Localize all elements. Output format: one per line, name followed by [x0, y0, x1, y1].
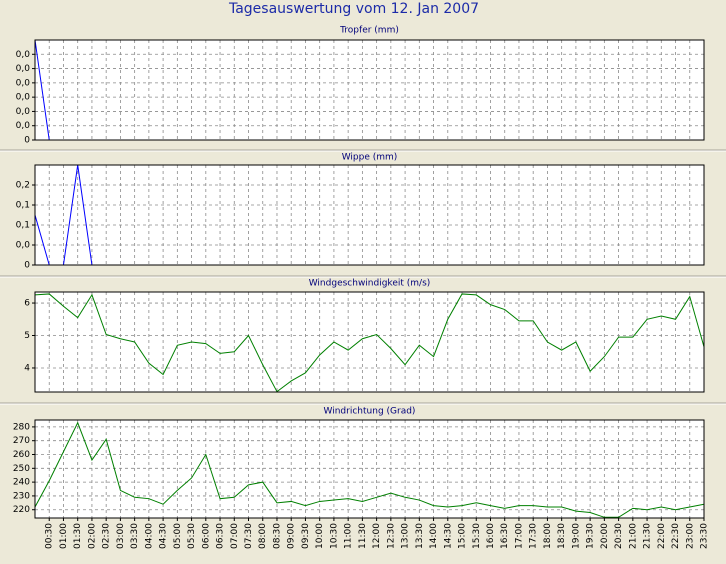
x-tick-label: 15:30 — [472, 523, 482, 549]
y-tick-label: 0,1 — [16, 201, 30, 211]
x-tick-label: 21:30 — [643, 523, 653, 549]
x-tick-label: 04:00 — [144, 523, 154, 549]
x-tick-label: 18:00 — [543, 523, 553, 549]
x-tick-label: 05:30 — [187, 523, 197, 549]
x-tick-label: 20:00 — [600, 523, 610, 549]
y-tick-label: 0,0 — [16, 107, 31, 117]
plot-area — [35, 420, 704, 518]
x-tick-label: 16:30 — [500, 523, 510, 549]
x-tick-label: 16:00 — [486, 523, 496, 549]
y-tick-label: 0,0 — [16, 64, 31, 74]
x-tick-label: 10:30 — [329, 523, 339, 549]
x-tick-label: 07:00 — [230, 523, 240, 549]
x-tick-label: 06:30 — [216, 523, 226, 549]
y-tick-label: 0,0 — [16, 50, 31, 60]
y-tick-label: 4 — [24, 363, 30, 373]
x-tick-label: 22:30 — [671, 523, 681, 549]
y-tick-label: 0,0 — [16, 78, 31, 88]
series — [35, 421, 705, 518]
x-tick-label: 14:00 — [429, 523, 439, 549]
x-tick-label: 22:00 — [657, 523, 667, 549]
series — [35, 39, 50, 141]
x-tick-label: 02:30 — [102, 523, 112, 549]
x-tick-label: 13:30 — [415, 523, 425, 549]
x-tick-label: 07:30 — [244, 523, 254, 549]
x-tick-label: 00:30 — [45, 523, 55, 549]
x-tick-label: 21:00 — [628, 523, 638, 549]
x-tick-label: 23:30 — [700, 523, 710, 549]
y-tick-label: 0 — [24, 136, 30, 146]
y-tick-label: 260 — [13, 450, 30, 460]
x-tick-label: 12:30 — [386, 523, 396, 549]
x-tick-label: 04:30 — [159, 523, 169, 549]
x-tick-label: 14:30 — [443, 523, 453, 549]
x-tick-label: 17:00 — [514, 523, 524, 549]
panel-title: Tropfer (mm) — [339, 26, 399, 36]
chart-title: Tagesauswertung vom 12. Jan 2007 — [228, 1, 479, 17]
x-tick-label: 17:30 — [529, 523, 539, 549]
x-tick-label: 03:30 — [130, 523, 140, 549]
plot-frame — [34, 39, 705, 141]
x-tick-label: 05:00 — [173, 523, 183, 549]
x-tick-label: 08:00 — [258, 523, 268, 549]
x-tick-label: 19:00 — [571, 523, 581, 549]
panel-title: Wippe (mm) — [342, 153, 398, 163]
plot-area — [35, 165, 704, 265]
x-tick-label: 11:30 — [358, 523, 368, 549]
x-tick-label: 10:00 — [315, 523, 325, 549]
plot-area — [35, 292, 704, 392]
x-tick-label: 09:30 — [301, 523, 311, 549]
y-tick-label: 280 — [13, 422, 30, 432]
data-line — [35, 39, 50, 141]
x-tick-label: 08:30 — [272, 523, 282, 549]
y-tick-label: 240 — [13, 478, 30, 488]
series — [35, 293, 705, 393]
data-line — [35, 293, 705, 393]
x-tick-label: 01:00 — [59, 523, 69, 549]
y-tick-label: 0,0 — [16, 93, 31, 103]
plot-frame — [34, 164, 705, 266]
x-tick-label: 01:30 — [73, 523, 83, 549]
y-tick-label: 270 — [13, 436, 30, 446]
x-tick-label: 12:00 — [372, 523, 382, 549]
x-tick-label: 19:30 — [586, 523, 596, 549]
x-tick-label: 09:00 — [287, 523, 297, 549]
x-tick-label: 23:00 — [685, 523, 695, 549]
y-tick-label: 230 — [13, 491, 30, 501]
y-tick-label: 0,0 — [16, 121, 31, 131]
x-tick-label: 03:00 — [116, 523, 126, 549]
plot-area — [35, 40, 704, 140]
y-tick-label: 220 — [13, 505, 30, 515]
panel-title: Windrichtung (Grad) — [324, 407, 416, 417]
x-tick-label: 18:30 — [557, 523, 567, 549]
y-tick-label: 0,2 — [16, 181, 30, 191]
x-tick-label: 15:00 — [458, 523, 468, 549]
y-tick-label: 0 — [24, 261, 30, 271]
panel-title: Windgeschwindigkeit (m/s) — [309, 279, 431, 289]
x-tick-label: 06:00 — [201, 523, 211, 549]
y-tick-label: 5 — [24, 331, 30, 341]
data-line — [35, 421, 705, 518]
plot-frame — [34, 419, 705, 519]
x-tick-label: 13:00 — [401, 523, 411, 549]
x-tick-label: 11:00 — [344, 523, 354, 549]
y-tick-label: 0,0 — [16, 241, 31, 251]
y-tick-label: 0,1 — [16, 221, 30, 231]
y-tick-label: 250 — [13, 464, 30, 474]
x-tick-label: 20:30 — [614, 523, 624, 549]
y-tick-label: 6 — [24, 299, 30, 309]
x-tick-label: 02:00 — [87, 523, 97, 549]
plot-frame — [34, 291, 705, 393]
